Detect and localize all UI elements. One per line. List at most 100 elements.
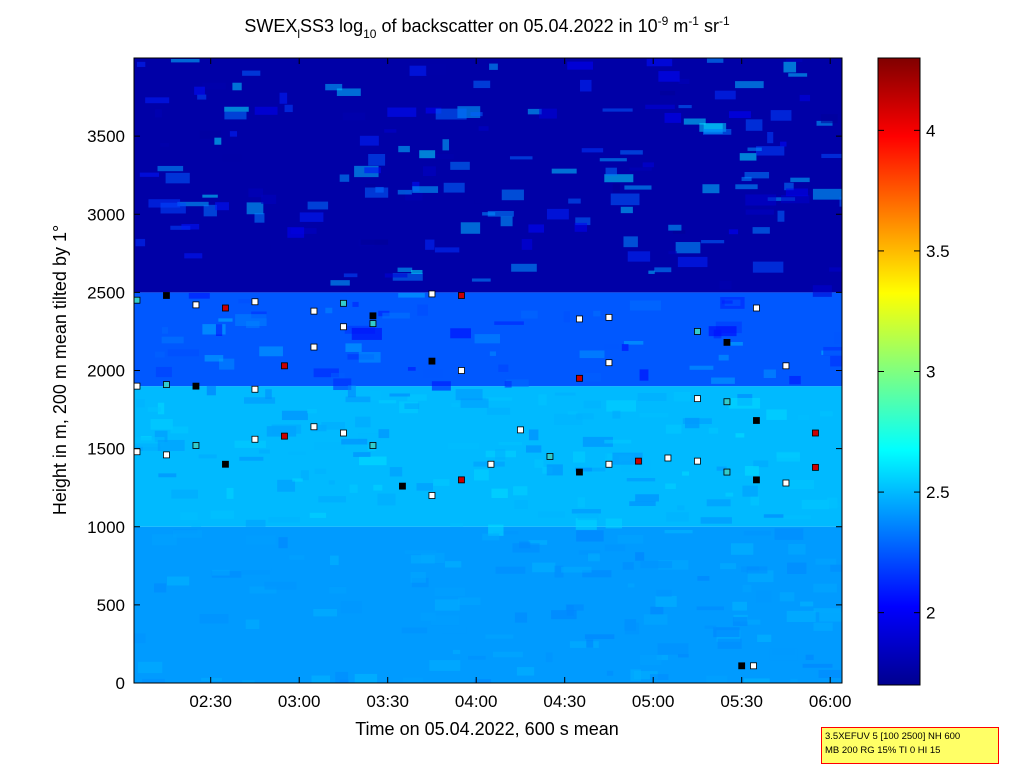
texture-cell xyxy=(398,292,425,298)
marker-layer-3-13 xyxy=(723,338,731,346)
texture-cell xyxy=(258,449,270,454)
x-tick-label-3: 04:00 xyxy=(455,692,498,711)
texture-cell xyxy=(422,153,454,159)
marker-layer-2-11 xyxy=(605,359,613,367)
texture-cell xyxy=(514,612,528,623)
texture-cell xyxy=(345,343,362,352)
texture-cell xyxy=(646,58,673,67)
y-axis-label: Height in m, 200 m mean tilted by 1° xyxy=(50,225,70,515)
texture-cell xyxy=(654,267,672,273)
texture-cell xyxy=(528,429,539,441)
texture-cell xyxy=(506,379,529,387)
marker-layer-1-13 xyxy=(517,426,524,434)
texture-cell xyxy=(311,424,327,432)
texture-cell xyxy=(752,227,770,234)
texture-cell xyxy=(612,452,643,465)
texture-cell xyxy=(478,126,489,131)
texture-cell xyxy=(157,439,185,451)
texture-cell xyxy=(830,355,842,367)
texture-cell xyxy=(819,411,833,417)
marker-layer-1-22 xyxy=(782,479,790,487)
texture-cell xyxy=(821,153,842,159)
marker-layer-1-18 xyxy=(664,454,672,462)
texture-cell xyxy=(355,416,371,428)
y-tick-label-7: 3500 xyxy=(87,127,125,146)
texture-cell xyxy=(551,610,577,620)
marker-layer-3-14 xyxy=(753,304,760,312)
marker-layer-2-10 xyxy=(576,374,583,382)
texture-cell xyxy=(501,189,524,201)
texture-cell xyxy=(718,354,729,361)
texture-cell xyxy=(154,583,167,593)
texture-cell xyxy=(660,90,676,96)
texture-cell xyxy=(470,112,483,117)
texture-cell xyxy=(780,141,787,147)
texture-cell xyxy=(194,86,205,95)
texture-cell xyxy=(442,139,450,151)
texture-cell xyxy=(700,517,732,524)
texture-cell xyxy=(435,108,467,120)
texture-cell xyxy=(387,107,417,117)
texture-cell xyxy=(410,571,426,583)
x-tick-label-1: 03:00 xyxy=(278,692,321,711)
texture-cell xyxy=(218,318,233,322)
texture-cell xyxy=(739,153,757,161)
texture-cell xyxy=(359,135,379,146)
texture-cell xyxy=(226,487,234,499)
texture-cell xyxy=(612,410,621,419)
x-tick-label-2: 03:30 xyxy=(366,692,409,711)
texture-cell xyxy=(364,187,389,198)
texture-cell xyxy=(288,451,307,455)
texture-cell xyxy=(577,513,599,521)
texture-cell xyxy=(800,601,814,607)
texture-cell xyxy=(160,202,186,214)
texture-cell xyxy=(425,63,446,76)
texture-cell xyxy=(745,119,763,131)
texture-cell xyxy=(155,351,165,358)
texture-cell xyxy=(154,430,168,443)
texture-cell xyxy=(345,396,371,403)
marker-layer-2-15 xyxy=(782,362,790,370)
texture-cell xyxy=(314,468,327,475)
marker-layer-3-12 xyxy=(694,328,701,335)
texture-cell xyxy=(575,518,597,530)
texture-cell xyxy=(720,563,737,570)
texture-cell xyxy=(349,484,358,493)
texture-cell xyxy=(419,150,436,159)
texture-cell xyxy=(457,106,481,119)
y-tick-label-0: 0 xyxy=(116,674,125,693)
texture-cell xyxy=(623,340,644,345)
texture-cell xyxy=(142,446,166,457)
texture-cell xyxy=(401,627,428,634)
texture-cell xyxy=(155,366,172,378)
texture-cell xyxy=(554,565,564,578)
colorbar xyxy=(877,57,921,686)
texture-cell xyxy=(747,570,774,583)
info-line-1: 3.5XEFUV 5 [100 2500] NH 600 xyxy=(825,731,961,742)
texture-cell xyxy=(203,204,217,217)
texture-cell xyxy=(135,238,146,247)
texture-cell xyxy=(321,422,346,430)
marker-layer-3-0 xyxy=(134,296,141,304)
texture-cell xyxy=(353,452,371,457)
texture-cell xyxy=(473,80,491,89)
texture-cell xyxy=(389,467,403,477)
texture-cell xyxy=(460,398,489,408)
texture-cell xyxy=(539,108,557,119)
texture-cell xyxy=(706,58,724,63)
texture-cell xyxy=(643,614,668,625)
texture-cell xyxy=(279,92,288,104)
texture-cell xyxy=(612,183,620,193)
colorbar-tick-label-1: 2.5 xyxy=(926,483,950,502)
x-tick-label-6: 05:30 xyxy=(720,692,763,711)
texture-cell xyxy=(405,190,423,201)
texture-cell xyxy=(740,619,761,625)
marker-layer-1-6 xyxy=(310,423,318,431)
texture-cell xyxy=(528,224,544,233)
texture-cell xyxy=(819,612,842,622)
texture-cell xyxy=(373,484,383,491)
texture-cell xyxy=(742,485,758,497)
texture-cell xyxy=(563,311,571,323)
texture-cell xyxy=(488,524,504,536)
marker-layer-1-11 xyxy=(458,476,465,484)
